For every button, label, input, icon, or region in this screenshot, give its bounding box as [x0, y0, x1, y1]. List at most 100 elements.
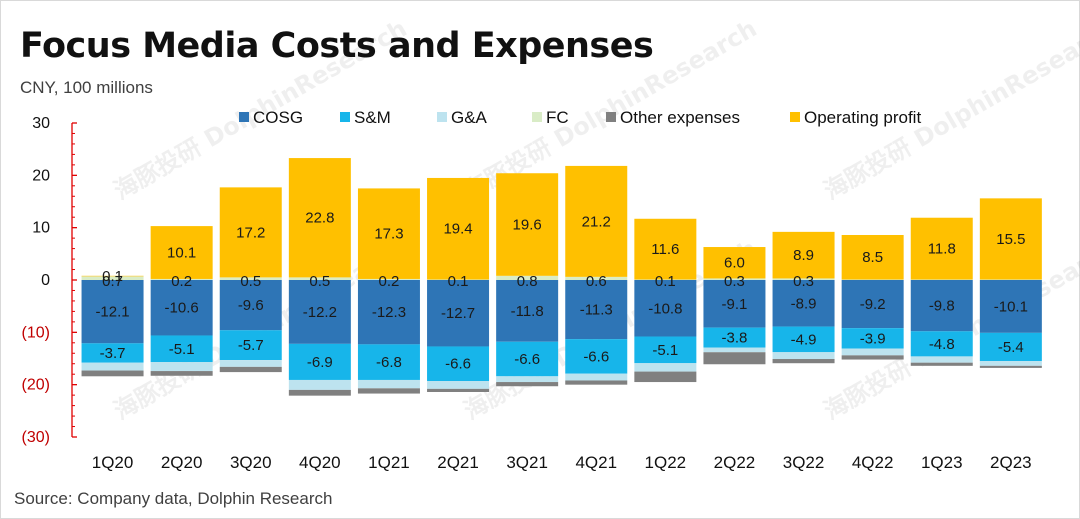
bar-other-expenses-4q22 [841, 355, 904, 360]
y-tick-label: (30) [22, 429, 50, 446]
bar-cosg-4q20 [288, 280, 351, 344]
data-label-cosg: -12.3 [372, 304, 406, 321]
bar-operating-profit-2q21 [427, 177, 490, 280]
data-label-s-m: -3.9 [860, 330, 886, 347]
bar-other-expenses-3q22 [772, 359, 835, 364]
bar-fc-1q23 [910, 279, 973, 280]
bar-operating-profit-1q22 [634, 218, 697, 280]
bar-fc-4q22 [841, 279, 904, 280]
y-tick-label: (10) [22, 324, 50, 341]
bar-operating-profit-4q20 [288, 158, 351, 278]
x-axis-labels: 1Q20 2Q20 3Q20 4Q20 1Q21 2Q21 3Q21 4Q21 1Q22 2Q22… [92, 453, 1032, 472]
bar-s-m-1q21 [357, 344, 420, 380]
data-label-operating-profit: 8.9 [793, 247, 814, 264]
unit-label: CNY, 100 millions [20, 78, 153, 97]
y-tick-label: 20 [32, 167, 50, 184]
data-label-cosg: -10.6 [165, 300, 199, 317]
x-tick-label: 1Q20 [92, 453, 134, 472]
bar-fc-1q22 [634, 279, 697, 280]
bar-s-m-2q21 [427, 346, 490, 382]
bar-g-a-1q23 [910, 356, 973, 363]
bar-other-expenses-4q20 [288, 389, 351, 396]
source-note: Source: Company data, Dolphin Research [14, 489, 333, 508]
data-label-cosg: -9.8 [929, 298, 955, 315]
legend-swatch-cosg [239, 112, 249, 122]
data-label-operating-profit: 6.0 [724, 255, 745, 272]
legend-label-fc: FC [546, 108, 569, 127]
bar-fc-2q23 [979, 279, 1042, 280]
bar-fc-3q21 [496, 275, 559, 280]
bar-operating-profit-2q20 [150, 226, 213, 279]
data-label-operating-profit: 21.2 [582, 213, 611, 230]
data-label-operating-profit: 19.6 [513, 217, 542, 234]
bar-g-a-4q22 [841, 348, 904, 356]
bar-g-a-1q22 [634, 363, 697, 372]
data-label-cosg: -9.2 [860, 296, 886, 313]
bar-fc-4q20 [288, 277, 351, 280]
bar-other-expenses-1q21 [357, 388, 420, 394]
bar-other-expenses-1q23 [910, 362, 973, 366]
x-tick-label: 1Q23 [921, 453, 963, 472]
data-label-fc: 0.5 [240, 273, 261, 290]
chart-title: Focus Media Costs and Expenses [20, 26, 654, 66]
data-label-s-m: -6.6 [583, 348, 609, 365]
legend-label-cosg: COSG [253, 108, 303, 127]
legend: COSG S&M G&A FC Other expenses Operating prof… [239, 108, 921, 127]
bar-s-m-4q20 [288, 343, 351, 380]
data-label-s-m: -5.7 [238, 337, 264, 354]
legend-swatch-g-a [437, 112, 447, 122]
bar-g-a-2q22 [703, 347, 766, 353]
data-label-s-m: -6.8 [376, 354, 402, 371]
x-tick-label: 4Q21 [575, 453, 617, 472]
bar-operating-profit-3q22 [772, 231, 835, 279]
data-label-cosg: -12.1 [95, 304, 129, 321]
legend-swatch-s-m [340, 112, 350, 122]
data-label-cosg: -11.3 [580, 302, 613, 319]
data-label-operating-profit: 8.5 [862, 249, 883, 266]
data-label-fc: 0.3 [724, 273, 745, 290]
legend-swatch-operating-profit [790, 112, 800, 122]
data-label-operating-profit: 11.8 [928, 241, 956, 258]
bar-s-m-2q20 [150, 335, 213, 363]
data-label-cosg: -10.1 [994, 298, 1028, 315]
bar-s-m-4q22 [841, 328, 904, 349]
bar-fc-2q20 [150, 278, 213, 280]
bar-s-m-1q22 [634, 336, 697, 364]
bar-cosg-4q21 [565, 280, 628, 340]
bar-s-m-1q23 [910, 331, 973, 357]
data-label-operating-profit: 15.5 [996, 231, 1025, 248]
x-tick-label: 2Q22 [714, 453, 756, 472]
bar-s-m-2q23 [979, 332, 1042, 362]
data-label-s-m: -6.9 [307, 354, 333, 371]
y-axis: 30 20 10 0 (10) (20) (30) [22, 115, 77, 446]
bar-operating-profit-1q21 [357, 188, 420, 279]
data-labels-layer: -12.1-3.70.70.1-10.6-5.10.210.1-9.6-5.70… [95, 210, 1028, 373]
data-label-s-m: -4.8 [929, 336, 955, 353]
bars-layer [81, 158, 1042, 396]
bar-g-a-4q21 [565, 373, 628, 381]
bar-operating-profit-4q21 [565, 165, 628, 277]
bar-g-a-2q21 [427, 381, 490, 389]
bar-cosg-1q21 [357, 280, 420, 345]
bar-operating-profit-4q22 [841, 234, 904, 280]
y-tick-label: 0 [41, 272, 50, 289]
bar-s-m-3q21 [496, 341, 559, 377]
data-label-fc: 0.3 [793, 273, 814, 290]
bar-g-a-3q21 [496, 376, 559, 383]
data-label-s-m: -6.6 [445, 356, 471, 373]
data-label-s-m: -6.6 [514, 351, 540, 368]
data-label-operating-profit: 22.8 [305, 210, 334, 227]
bar-other-expenses-3q21 [496, 382, 559, 387]
bar-s-m-4q21 [565, 339, 628, 374]
bar-operating-profit-1q23 [910, 217, 973, 280]
data-label-operating-profit: 0.1 [102, 268, 123, 285]
bar-other-expenses-2q22 [703, 352, 766, 365]
bar-fc-2q21 [427, 279, 490, 280]
data-label-s-m: -4.9 [791, 331, 817, 348]
data-label-cosg: -9.1 [722, 296, 748, 313]
bar-other-expenses-2q23 [979, 365, 1042, 368]
data-label-fc: 0.7 [102, 273, 123, 290]
data-label-fc: 0.6 [586, 273, 607, 290]
legend-swatch-other-expenses [606, 112, 616, 122]
